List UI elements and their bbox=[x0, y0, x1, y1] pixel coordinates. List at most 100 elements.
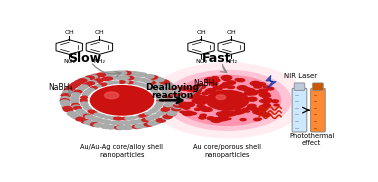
Circle shape bbox=[143, 79, 153, 84]
Circle shape bbox=[237, 85, 248, 90]
Circle shape bbox=[107, 81, 115, 85]
Circle shape bbox=[138, 114, 146, 118]
Circle shape bbox=[141, 84, 149, 88]
Circle shape bbox=[211, 76, 219, 80]
Circle shape bbox=[104, 76, 113, 81]
Circle shape bbox=[194, 88, 202, 92]
Circle shape bbox=[71, 103, 80, 107]
Circle shape bbox=[121, 76, 130, 80]
Circle shape bbox=[197, 95, 203, 98]
Circle shape bbox=[68, 84, 79, 89]
Circle shape bbox=[193, 95, 201, 98]
Circle shape bbox=[88, 80, 98, 85]
Text: NIR Laser: NIR Laser bbox=[284, 73, 317, 79]
Circle shape bbox=[105, 92, 119, 99]
FancyBboxPatch shape bbox=[311, 88, 325, 132]
Circle shape bbox=[194, 107, 202, 111]
Text: Photothermal
effect: Photothermal effect bbox=[289, 132, 334, 146]
Circle shape bbox=[236, 78, 245, 82]
Circle shape bbox=[161, 115, 172, 120]
Circle shape bbox=[257, 107, 263, 110]
Circle shape bbox=[108, 76, 117, 80]
Circle shape bbox=[74, 88, 84, 93]
Text: NH₂: NH₂ bbox=[225, 59, 237, 64]
Circle shape bbox=[194, 84, 206, 90]
Circle shape bbox=[135, 115, 143, 119]
Circle shape bbox=[164, 100, 174, 104]
Circle shape bbox=[60, 99, 70, 104]
Circle shape bbox=[117, 75, 127, 80]
Circle shape bbox=[87, 121, 98, 126]
Circle shape bbox=[187, 95, 197, 99]
Circle shape bbox=[138, 78, 148, 82]
Circle shape bbox=[70, 95, 80, 99]
Circle shape bbox=[82, 83, 92, 87]
Circle shape bbox=[210, 117, 223, 123]
Circle shape bbox=[122, 121, 132, 125]
Circle shape bbox=[115, 117, 124, 120]
Circle shape bbox=[192, 94, 200, 98]
Circle shape bbox=[204, 108, 213, 112]
Circle shape bbox=[254, 90, 261, 94]
Circle shape bbox=[166, 112, 177, 117]
Circle shape bbox=[153, 83, 163, 88]
Circle shape bbox=[80, 98, 88, 102]
Circle shape bbox=[198, 105, 207, 109]
Circle shape bbox=[70, 100, 79, 105]
Circle shape bbox=[63, 88, 74, 93]
Circle shape bbox=[133, 77, 142, 81]
Circle shape bbox=[205, 77, 214, 82]
Circle shape bbox=[101, 124, 112, 129]
Text: NO₂: NO₂ bbox=[63, 59, 75, 64]
Circle shape bbox=[190, 86, 200, 91]
Circle shape bbox=[262, 112, 271, 117]
Circle shape bbox=[104, 71, 115, 76]
Circle shape bbox=[85, 114, 94, 119]
Circle shape bbox=[151, 114, 161, 118]
Circle shape bbox=[112, 80, 120, 84]
Circle shape bbox=[174, 100, 184, 106]
Circle shape bbox=[132, 72, 143, 77]
Text: Au/Au-Ag core/alloy shell
nanoparticles: Au/Au-Ag core/alloy shell nanoparticles bbox=[81, 144, 163, 158]
Circle shape bbox=[248, 106, 258, 111]
Circle shape bbox=[171, 89, 181, 94]
Circle shape bbox=[113, 71, 124, 76]
Circle shape bbox=[219, 84, 229, 89]
Circle shape bbox=[113, 121, 122, 125]
Circle shape bbox=[179, 110, 186, 114]
Circle shape bbox=[246, 96, 258, 102]
Circle shape bbox=[188, 88, 197, 92]
Text: NaBH₄: NaBH₄ bbox=[193, 79, 217, 88]
Circle shape bbox=[193, 100, 200, 103]
Circle shape bbox=[263, 99, 272, 103]
Circle shape bbox=[189, 112, 197, 115]
Circle shape bbox=[234, 109, 246, 114]
Circle shape bbox=[199, 116, 206, 119]
Circle shape bbox=[201, 91, 209, 95]
Circle shape bbox=[273, 103, 280, 107]
Circle shape bbox=[266, 87, 274, 91]
Circle shape bbox=[156, 99, 164, 102]
Circle shape bbox=[147, 80, 156, 85]
Circle shape bbox=[256, 118, 262, 120]
Circle shape bbox=[75, 117, 86, 122]
Circle shape bbox=[125, 76, 135, 80]
Circle shape bbox=[156, 85, 165, 90]
Circle shape bbox=[244, 110, 250, 113]
Circle shape bbox=[212, 78, 221, 82]
Text: OH: OH bbox=[64, 30, 74, 35]
Circle shape bbox=[74, 80, 84, 85]
Circle shape bbox=[80, 101, 88, 105]
Circle shape bbox=[130, 81, 138, 85]
Circle shape bbox=[253, 118, 261, 121]
Text: Dealloying: Dealloying bbox=[146, 83, 200, 92]
Circle shape bbox=[127, 120, 137, 125]
Circle shape bbox=[196, 104, 204, 108]
Circle shape bbox=[262, 103, 271, 107]
Circle shape bbox=[113, 116, 121, 120]
Circle shape bbox=[221, 110, 231, 114]
Circle shape bbox=[129, 116, 137, 120]
Circle shape bbox=[97, 114, 105, 118]
Circle shape bbox=[193, 91, 201, 95]
Circle shape bbox=[96, 72, 106, 77]
